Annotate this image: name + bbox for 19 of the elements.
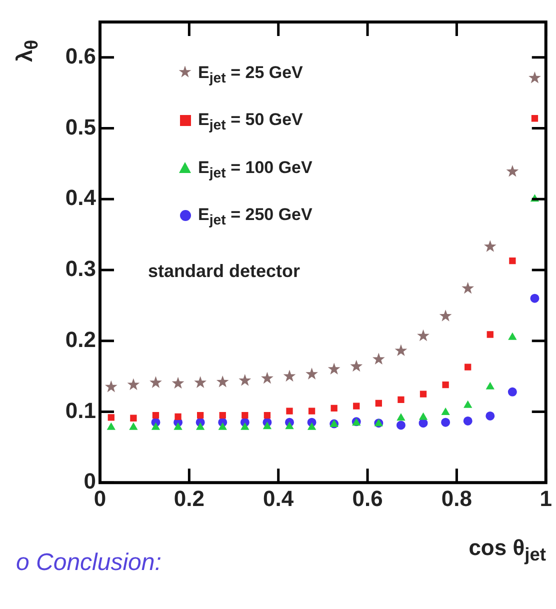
legend-label: E$_{jet}$ = 100 GeV <box>197 156 312 184</box>
legend-label: E$_{jet}$ = 250 GeV <box>197 204 312 231</box>
x-tick-label: 0.4 <box>263 486 294 511</box>
x-tick-label: 1 <box>540 486 552 511</box>
x-tick-label: 0.8 <box>441 486 472 511</box>
x-tick-label: 0.6 <box>352 486 383 511</box>
y-tick-label: 0.1 <box>65 398 96 423</box>
y-tick-label: 0.6 <box>65 43 96 68</box>
annotation: standard detector <box>148 261 300 282</box>
y-tick-label: 0 <box>84 468 96 494</box>
y-tick-label: 0.4 <box>65 185 97 210</box>
text: o Conclusion: <box>16 548 162 577</box>
x-axis-title: cos θ$_{jet}$ <box>468 534 546 565</box>
y-tick-label: 0.3 <box>65 256 96 282</box>
legend-label: E$_{jet}$ = 25 GeV <box>197 62 304 88</box>
y-tick-label: 0.2 <box>65 326 96 352</box>
y-tick-label: 0.5 <box>65 114 96 140</box>
legend-label: E$_{jet}$ = 50 GeV <box>197 109 304 136</box>
x-tick-label: 0.2 <box>174 486 204 511</box>
